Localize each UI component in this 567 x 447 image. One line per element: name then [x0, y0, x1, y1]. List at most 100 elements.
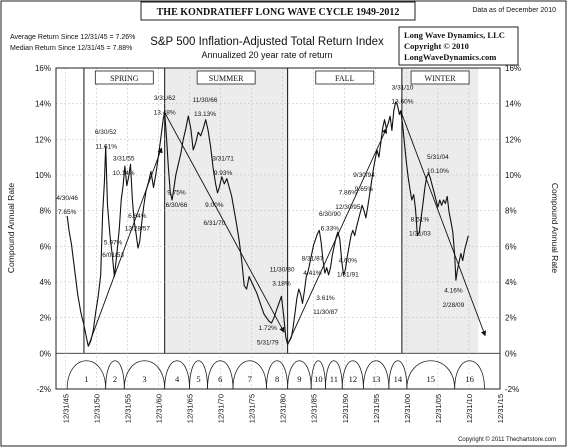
y-tick-label-right: 0% — [505, 349, 517, 358]
data-annotation: 12/28/57 — [125, 225, 151, 232]
data-annotation: 6/30/90 — [319, 211, 341, 218]
cycle-number: 14 — [394, 374, 403, 384]
data-annotation: 4/30/46 — [56, 195, 78, 202]
data-annotation: 11/30/66 — [193, 97, 218, 104]
data-annotation: 6.84% — [128, 213, 147, 220]
cycle-arc — [105, 360, 125, 390]
data-annotation: 10.10% — [427, 168, 449, 175]
data-annotation: 1/31/91 — [337, 272, 359, 279]
series-path — [66, 101, 469, 347]
data-annotation: 8/31/87 — [302, 256, 324, 263]
season-label-box — [94, 70, 154, 85]
chart-subtitle: Annualized 20 year rate of return — [201, 50, 332, 60]
data-annotation: 13.13% — [194, 111, 216, 118]
cycle-arc — [287, 360, 312, 390]
cycle-arc — [325, 360, 343, 390]
x-tick-label: 12/31/60 — [154, 394, 163, 423]
season-label: SPRING — [110, 74, 139, 83]
median-return-text: Median Return Since 12/31/45 = 7.88% — [10, 45, 132, 52]
cycle-arc — [362, 360, 390, 390]
cycle-number: 7 — [248, 374, 252, 384]
data-annotation: 12/30/95 — [335, 204, 361, 211]
data-annotation: 6/31/70 — [204, 220, 226, 227]
data-annotation: 3/31/71 — [212, 156, 234, 163]
y-tick-label-left: 8% — [39, 207, 51, 216]
trend-arrow — [287, 127, 387, 345]
y-tick-label-right: -2% — [505, 385, 519, 394]
cycle-number: 10 — [314, 374, 323, 384]
x-tick-label: 12/31/45 — [61, 394, 70, 423]
x-tick-label: 12/31/10 — [465, 394, 474, 423]
data-annotation: 9.75% — [167, 190, 186, 197]
cycle-arc — [66, 360, 107, 390]
cycle-number: 1 — [84, 374, 88, 384]
data-annotation: 2/28/09 — [443, 302, 465, 309]
x-tick-label: 12/31/05 — [434, 394, 443, 423]
cycle-number: 5 — [196, 374, 200, 384]
data-annotation: 3.61% — [316, 295, 335, 302]
cycle-number: 2 — [113, 374, 117, 384]
data-annotation: 7.86% — [339, 190, 358, 197]
cycle-arc — [164, 360, 190, 390]
season-label: FALL — [335, 74, 355, 83]
y-tick-label-right: 2% — [505, 314, 517, 323]
data-as-of-note: Data as of December 2010 — [472, 7, 556, 14]
y-tick-label-left: 0% — [39, 349, 51, 358]
cycle-number: 13 — [372, 374, 381, 384]
season-labels: SPRING SUMMER FALL WINTER — [94, 70, 470, 85]
y-axis-title-left: Compound Annual Rate — [6, 183, 16, 274]
data-annotation: 4.41% — [303, 270, 322, 277]
season-label: SUMMER — [209, 74, 244, 83]
cycle-number: 11 — [330, 374, 338, 384]
y-tick-label-right: 10% — [505, 171, 521, 180]
x-tick-label: 12/31/90 — [341, 394, 350, 423]
cycle-arc — [123, 360, 166, 390]
y-tick-label-right: 6% — [505, 242, 517, 251]
data-annotation: 11/30/87 — [313, 309, 338, 316]
y-tick-label-right: 16% — [505, 64, 521, 73]
annotations: 4/30/46 7.65% 6/30/52 11.61% 3/31/55 10.14% 5.… — [56, 84, 464, 346]
chart-title: S&P 500 Inflation-Adjusted Total Return … — [150, 36, 384, 48]
season-label-box — [196, 70, 256, 85]
y-tick-label-right: 8% — [505, 207, 517, 216]
company-copyright: Copyright © 2010 — [404, 41, 469, 51]
trend-arrow — [164, 112, 285, 333]
y-tick-label-left: -2% — [37, 385, 51, 394]
cycle-arc — [454, 360, 485, 390]
y-tick-label-left: 6% — [39, 242, 51, 251]
data-annotation: 1.72% — [259, 325, 278, 332]
data-annotation: 9/30/94 — [353, 172, 375, 179]
season-label: WINTER — [425, 74, 457, 83]
data-annotation: 7.65% — [58, 209, 77, 216]
data-annotation: 9.00% — [205, 202, 224, 209]
data-annotation: 11.61% — [96, 143, 118, 150]
data-annotation: 9.65% — [355, 186, 374, 193]
cycle-arc — [232, 360, 267, 390]
data-annotation: 1/31/03 — [409, 231, 431, 238]
cycle-number: 8 — [275, 374, 279, 384]
company-box — [398, 26, 519, 66]
x-tick-label: 12/31/95 — [372, 394, 381, 423]
season-label-box — [410, 70, 470, 85]
data-annotation: 6/01/53 — [102, 252, 124, 259]
data-annotation: 4.60% — [339, 257, 358, 264]
data-annotation: 8.51% — [411, 216, 430, 223]
data-annotation: 13.60% — [391, 99, 413, 106]
data-annotation: 6.33% — [321, 225, 340, 232]
cycle-arc — [406, 360, 456, 390]
cycle-number: 9 — [297, 374, 301, 384]
x-tick-label: 12/31/70 — [217, 394, 226, 423]
y-tick-label-left: 2% — [39, 314, 51, 323]
x-tick-label: 12/31/55 — [123, 394, 132, 423]
cycle-arc — [310, 360, 326, 390]
data-annotation: 6/30/66 — [166, 202, 188, 209]
footer-credit: Copyright © 2011 Thechartstore.com — [458, 436, 556, 443]
cycle-arc — [266, 360, 289, 390]
trend-arrow — [400, 110, 487, 337]
data-annotation: 5/31/04 — [427, 154, 449, 161]
data-annotation: 3.18% — [272, 281, 291, 288]
y-tick-label-left: 16% — [35, 64, 51, 73]
x-tick-labels: 12/31/45 12/31/50 12/31/55 12/31/60 12/31/65… — [61, 394, 505, 423]
data-annotation: 13.48% — [154, 109, 176, 116]
season-label-box — [315, 70, 375, 85]
